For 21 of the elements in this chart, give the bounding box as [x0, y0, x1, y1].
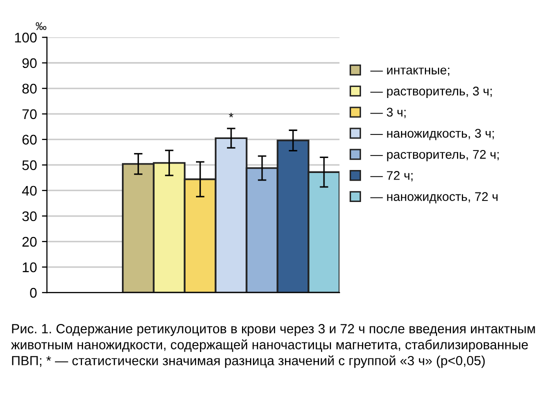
y-tick-label: 0: [30, 288, 37, 298]
y-tick-label: 30: [22, 211, 37, 222]
y-tick-label: 80: [22, 84, 37, 94]
y-tick-label: 20: [22, 236, 37, 247]
legend-label: — растворитель, 72 ч;: [370, 150, 499, 162]
legend-label: — 3 ч;: [370, 108, 406, 118]
y-tick-label: 90: [22, 58, 37, 68]
y-tick-label: 40: [22, 186, 37, 196]
y-tick-label: 100: [15, 32, 37, 43]
legend-label: — наножидкость, 72 ч: [370, 192, 498, 204]
text: Рис. 1. Содержание ретикулоцитов в крови через 3 и 72 ч после введения интактным животным наножидкости, содержащей наночастицы магнетита, стабилизированные ПВП; * — статистически значимая разница значений с группой «3 ч» (p<0,05): [11, 324, 535, 368]
y-tick-label: 60: [22, 134, 37, 145]
y-tick-label: 50: [22, 160, 37, 170]
y-tick-label: 70: [22, 109, 37, 120]
y-tick-label: 10: [22, 262, 37, 272]
legend-label: — растворитель, 3 ч;: [370, 86, 492, 98]
y-axis-title: ‰: [36, 22, 46, 30]
legend-label: — 72 ч;: [370, 171, 413, 182]
legend-label: — наножидкость, 3 ч;: [370, 128, 494, 140]
legend-label: — интактные;: [370, 68, 450, 76]
annotation: *: [228, 112, 234, 118]
